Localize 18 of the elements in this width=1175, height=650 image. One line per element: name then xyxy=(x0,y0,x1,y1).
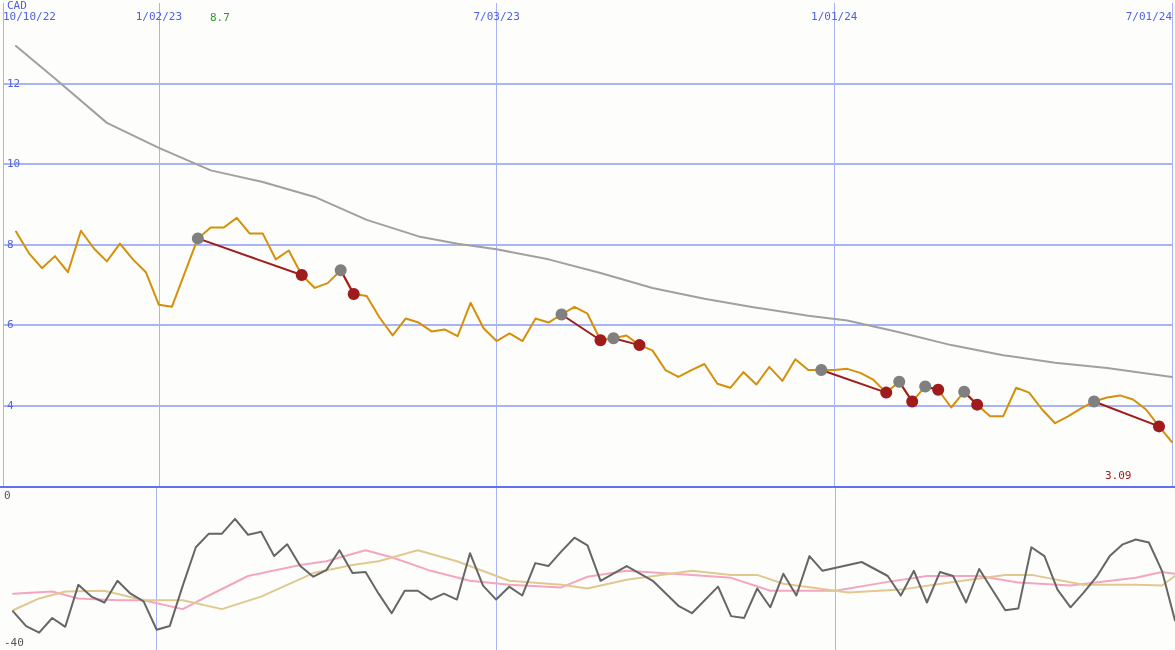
y-tick-label: 12 xyxy=(7,76,21,90)
y-axis-title: CAD xyxy=(7,0,27,12)
x-tick-label: 1/01/24 xyxy=(811,9,858,23)
line-series xyxy=(14,216,1173,444)
line-series xyxy=(12,517,1175,634)
y-tick-label: 8 xyxy=(7,237,14,251)
annotation: 3.09 xyxy=(1105,469,1132,482)
y-tick-label: 10 xyxy=(7,157,21,171)
annotation: 8.7 xyxy=(210,11,230,24)
y-tick-label: 6 xyxy=(7,318,14,332)
x-tick-label: 10/10/22 xyxy=(3,9,56,23)
x-tick-label: 7/01/24 xyxy=(1125,9,1173,23)
y-tick-label: -40 xyxy=(4,636,24,650)
y-tick-label: 4 xyxy=(7,398,14,412)
x-tick-label: 7/03/23 xyxy=(473,9,520,23)
line-series xyxy=(12,549,1175,611)
y-tick-label: 0 xyxy=(4,488,11,502)
x-tick-label: 1/02/23 xyxy=(135,9,183,23)
